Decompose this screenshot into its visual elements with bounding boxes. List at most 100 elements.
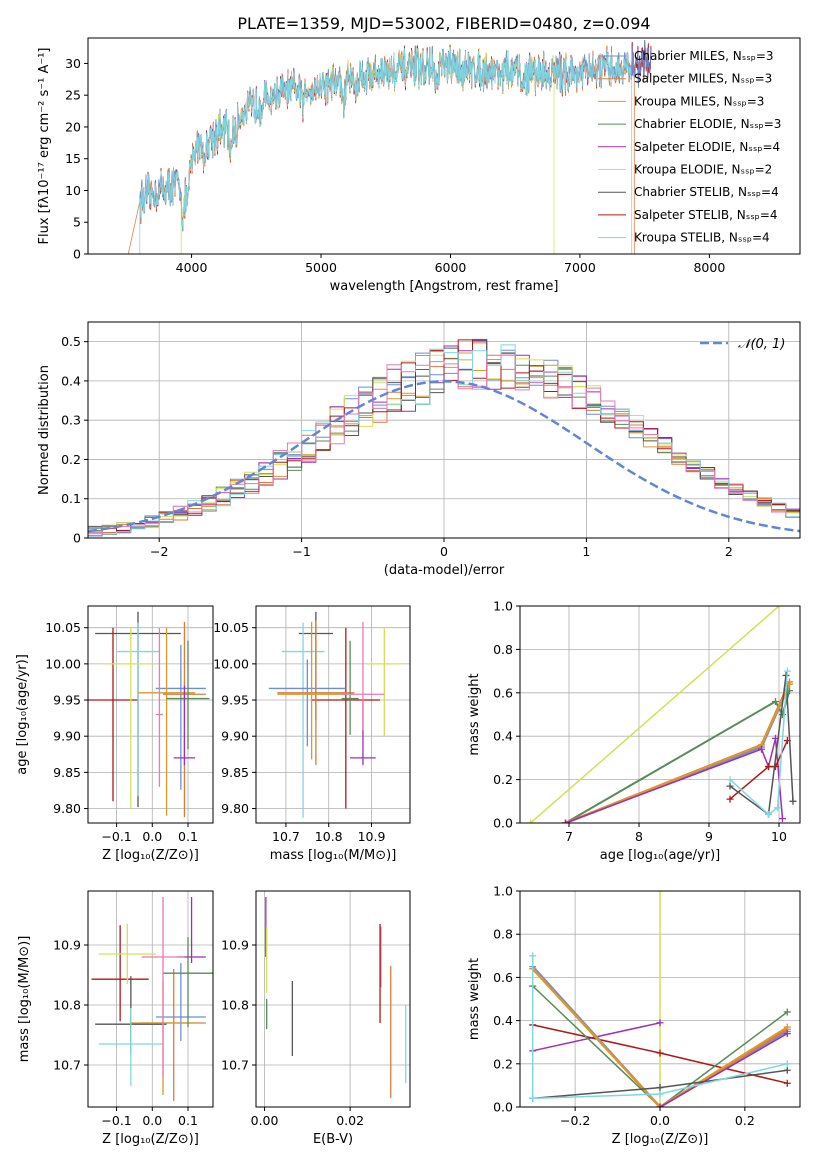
y-axis-label: mass weight	[467, 958, 482, 1040]
plot-area	[268, 611, 402, 818]
x-tick-label: 0.0	[142, 1113, 162, 1128]
y-tick-label: 0	[73, 531, 81, 546]
x-tick-label: 10.9	[358, 829, 386, 844]
frame: 7 8 9 10 0.0 0.2 0.4 0.6 0.8 1.0 age [log₁₀(age/yr…	[467, 599, 801, 863]
series-line	[565, 681, 791, 823]
panel-mass-weight-vs-age: 7 8 9 10 0.0 0.2 0.4 0.6 0.8 1.0 age [log₁₀(age/yr…	[467, 599, 801, 863]
series-kroupa-elodie	[527, 606, 783, 823]
error-bar	[155, 645, 206, 790]
panel-residuals: −2 −1 0 1 2 0 0.1 0.2 0.3 0.4 0.5 (data-model)/erro…	[37, 321, 801, 578]
series-line	[729, 671, 789, 816]
series-line	[729, 675, 794, 816]
error-bar	[155, 627, 163, 787]
y-tick-label: 25	[65, 88, 81, 103]
frame: 4000 5000 6000 7000 8000 0 5 10 15 20 25 30 waveleng…	[37, 37, 801, 294]
point-marker	[656, 1049, 664, 1057]
frame: 10.7 10.8 10.9 9.80 9.85 9.90 9.95 10.00 10.05 ma…	[213, 605, 411, 863]
point-marker	[656, 1090, 664, 1098]
plot-area	[265, 897, 407, 1098]
y-tick-label: 10.00	[213, 656, 249, 671]
error-bar	[141, 969, 206, 1101]
point-marker	[529, 1094, 537, 1102]
error-bar	[277, 620, 355, 766]
panel-mass-vs-EBV: 0.00 0.02 10.7 10.8 10.9 E(B-V)	[221, 890, 411, 1147]
legend-entry: Kroupa MILES, Nₛₛₚ=3	[634, 94, 764, 108]
error-bar	[177, 897, 206, 963]
error-bar	[163, 937, 213, 1028]
frame: −0.2 0.0 0.2 0.0 0.2 0.4 0.6 0.8 1.0 Z [log₁₀(Z/Z…	[467, 884, 801, 1147]
y-tick-label: 9.95	[53, 693, 81, 708]
error-bar	[173, 685, 196, 766]
point-marker	[779, 815, 786, 823]
legend-entry: Chabrier MILES, Nₛₛₚ=3	[634, 49, 774, 63]
axes-frame	[255, 605, 411, 824]
y-tick-label: 10.8	[221, 998, 249, 1013]
error-bar	[138, 627, 196, 816]
axes-frame	[87, 605, 214, 824]
x-axis-label: age [log₁₀(age/yr)]	[600, 848, 721, 863]
x-tick-label: −2	[150, 544, 168, 559]
x-axis-label: Z [log₁₀(Z/Z⊙)]	[102, 848, 199, 863]
point-marker	[529, 952, 537, 960]
y-tick-label: 0.4	[61, 373, 81, 388]
x-tick-label: 0.0	[650, 1113, 670, 1128]
point-marker	[783, 667, 791, 675]
x-tick-label: 9	[705, 829, 713, 844]
plot-area	[527, 606, 797, 823]
y-tick-label: 9.85	[221, 765, 249, 780]
y-tick-label: 0.3	[61, 413, 81, 428]
legend-entry: Chabrier STELIB, Nₛₛₚ=4	[634, 185, 779, 199]
y-tick-label: 0.2	[61, 452, 81, 467]
x-axis-label: wavelength [Angstrom, rest frame]	[330, 279, 559, 294]
error-bar	[341, 640, 359, 735]
plot-area	[88, 338, 800, 538]
plot-area	[88, 611, 210, 818]
error-bar	[341, 621, 385, 731]
series-line	[531, 968, 788, 1107]
y-tick-label: 0	[73, 247, 81, 262]
point-marker	[656, 1084, 664, 1092]
series-salpeter-elodie	[656, 1030, 791, 1107]
y-tick-label: 9.90	[221, 729, 249, 744]
point-marker	[726, 782, 734, 790]
y-tick-label: 10.05	[45, 620, 81, 635]
y-tick-label: 0.8	[493, 642, 513, 657]
legend-entry: Kroupa ELODIE, Nₛₛₚ=2	[634, 163, 772, 177]
panel-age-vs-Z: −0.1 0.0 0.1 9.80 9.85 9.90 9.95 10.00 10.05 Z [l…	[15, 605, 214, 863]
point-marker	[783, 1030, 791, 1038]
plot-area	[91, 897, 213, 1101]
point-marker	[562, 819, 569, 823]
spectrum-kroupa-stelib	[139, 46, 633, 254]
x-tick-label: 2	[725, 544, 733, 559]
y-tick-label: 15	[65, 151, 81, 166]
panel-mass-weight-vs-Z: −0.2 0.0 0.2 0.0 0.2 0.4 0.6 0.8 1.0 Z [log₁₀(Z/Z…	[467, 884, 801, 1147]
legend-entry: Salpeter MILES, Nₛₛₚ=3	[634, 72, 772, 86]
frame: 0.00 0.02 10.7 10.8 10.9 E(B-V)	[221, 890, 411, 1147]
y-tick-label: 10.05	[213, 620, 249, 635]
legend-entry: Kroupa STELIB, Nₛₛₚ=4	[634, 231, 770, 245]
legend-entry: 𝒩(0, 1)	[738, 337, 785, 352]
y-axis-label: Normed distribution	[37, 365, 52, 495]
y-tick-label: 10.7	[53, 1058, 81, 1073]
axes-frame	[87, 890, 214, 1108]
y-tick-label: 10	[65, 183, 81, 198]
error-bar	[116, 622, 160, 797]
legend-entry: Salpeter STELIB, Nₛₛₚ=4	[634, 208, 778, 222]
x-tick-label: 5000	[305, 260, 337, 275]
series-line	[659, 1032, 788, 1107]
x-tick-label: 0.0	[142, 829, 162, 844]
y-tick-label: 20	[65, 119, 81, 134]
frame: −0.1 0.0 0.1 9.80 9.85 9.90 9.95 10.00 10.05 Z [l…	[15, 605, 214, 863]
point-marker	[783, 1066, 791, 1074]
x-tick-label: 0.2	[735, 1113, 755, 1128]
histogram	[88, 354, 800, 538]
error-bar	[105, 627, 156, 809]
point-marker	[656, 1019, 664, 1027]
y-tick-label: 1.0	[493, 884, 513, 899]
x-tick-label: 7	[565, 829, 573, 844]
error-bar	[367, 627, 402, 737]
point-marker	[765, 763, 772, 771]
error-bar	[277, 621, 346, 760]
point-marker	[656, 1103, 664, 1107]
